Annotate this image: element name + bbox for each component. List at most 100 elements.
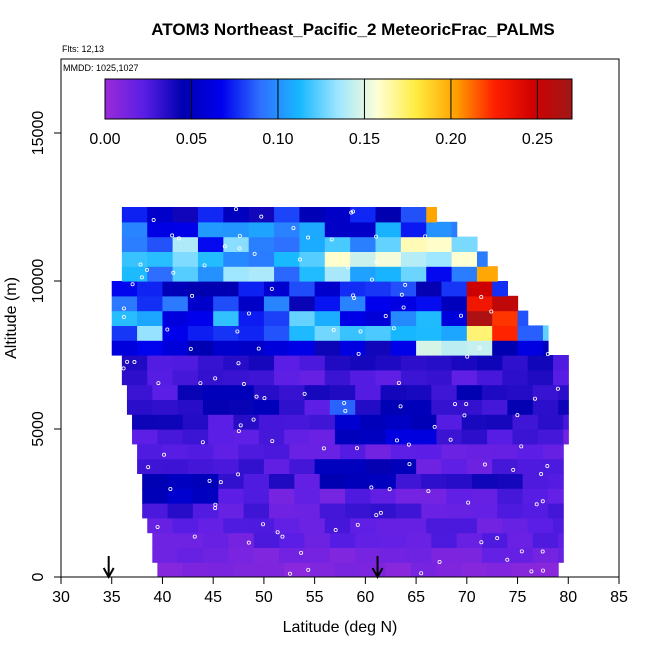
heatmap-cell [451,517,478,534]
sample-point [238,423,243,428]
heatmap-cell [512,429,539,445]
sample-point [251,417,256,422]
heatmap-cell [547,488,564,504]
heatmap-cell [121,369,148,386]
heatmap-cell [532,547,559,563]
heatmap-cell [400,266,427,282]
heatmap-cell [340,281,366,297]
y-tick-label: 0 [30,572,47,581]
heatmap-cell [411,429,437,445]
heatmap-cell [340,310,366,326]
heatmap-cell [223,266,250,282]
heatmap-cell [365,295,392,312]
heatmap-cell [340,340,366,356]
heatmap-cell [441,325,468,341]
sample-point [346,265,351,270]
heatmap-cell [350,221,377,238]
heatmap-cell [274,266,301,282]
heatmap-cell [263,310,290,326]
heatmap-cell [482,547,508,563]
heatmap-cell [187,281,214,297]
sample-point [396,380,401,385]
heatmap-cell [177,547,204,563]
heatmap-cell [228,399,255,415]
sample-point [261,522,266,527]
heatmap-cell [142,473,169,489]
sample-point [291,226,296,231]
heatmap-cell [238,340,265,356]
heatmap-cell [350,369,377,386]
heatmap-cell [426,266,453,282]
heatmap-cell [284,562,311,577]
heatmap-cell [451,221,458,238]
sample-point [200,440,205,445]
heatmap-cell [431,547,458,563]
sample-point [302,391,307,396]
heatmap-cell [416,325,443,341]
heatmap-cell [172,251,199,267]
heatmap-cell [299,236,326,252]
heatmap-cell [492,340,519,356]
heatmap-cell [542,325,549,341]
sample-point [236,361,241,366]
heatmap-cell [329,399,356,415]
heatmap-cell [441,458,468,474]
sample-point [465,354,470,359]
heatmap-cell [137,295,164,312]
heatmap-cell [350,266,377,282]
sample-point [306,235,311,240]
sample-point [252,251,257,256]
heatmap-cell [248,355,275,371]
heatmap-cell [228,532,255,548]
heatmap-cell [279,532,306,548]
sample-point [355,522,360,527]
heatmap-cell [233,562,260,577]
heatmap-cell [248,369,275,386]
heatmap-cell [294,473,321,489]
sample-point [237,233,242,238]
sample-point [130,282,135,287]
heatmap-cell [405,547,432,563]
sample-point [462,413,467,418]
heatmap-cell [471,473,498,489]
heatmap-cell [294,503,321,519]
sample-point [170,233,175,238]
heatmap-cell [309,562,336,577]
x-tick-label: 85 [610,589,628,606]
heatmap-cell [517,458,544,474]
heatmap-cell [527,355,554,371]
heatmap-cell [370,503,397,519]
heatmap-cell [314,458,341,474]
heatmap-cell [187,443,214,460]
heatmap-cell [466,325,493,341]
heatmap-cell [172,517,199,534]
sample-point [423,234,428,239]
heatmap-cell [476,266,498,282]
sample-point [448,437,453,442]
heatmap-cell [390,340,417,356]
x-axis: 30 35 40 45 50 55 60 65 70 75 80 85 [52,577,628,606]
heatmap-cell [421,503,448,519]
heatmap-cell [177,384,204,400]
heatmap-cell [263,340,290,356]
heatmap-cell [223,236,250,252]
heatmap-cell [223,517,250,534]
heatmap-cell [263,458,290,474]
heatmap-cell [492,325,519,341]
sample-point [125,359,130,364]
sample-point [406,442,411,447]
heatmap-cell [365,325,392,341]
heatmap-cell [258,414,285,430]
heatmap-cell [213,325,240,341]
sample-point [349,210,354,215]
heatmap-cell [512,562,539,577]
heatmap-cell [370,488,397,504]
sample-point [146,465,151,470]
heatmap-cell [466,281,493,297]
heatmap-cell [223,369,250,386]
flights-label: Flts: 12,13 [62,44,104,54]
heatmap-cell [395,473,422,489]
heatmap-cell [132,429,158,445]
sample-point [246,540,251,545]
sample-point [299,550,304,555]
